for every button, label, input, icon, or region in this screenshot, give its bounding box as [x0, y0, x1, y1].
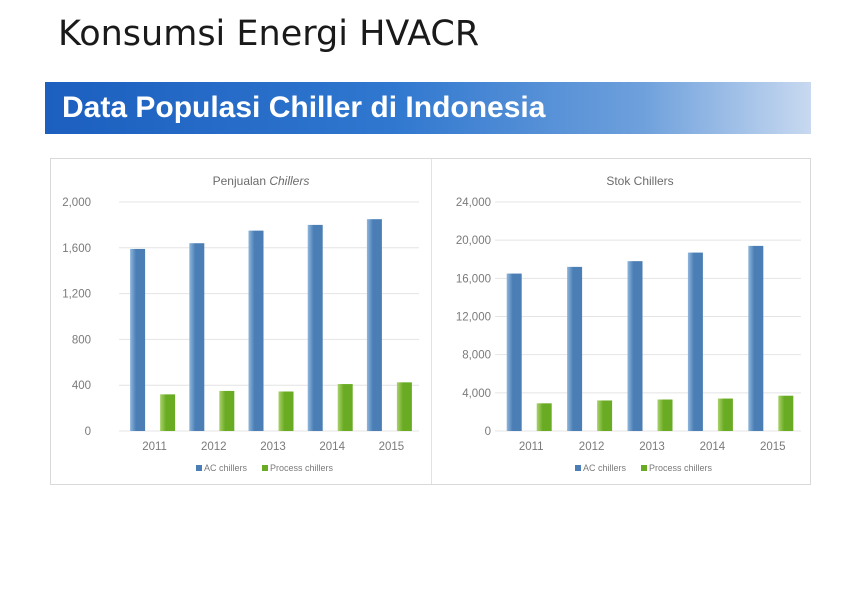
y-tick-label: 0: [485, 426, 491, 438]
y-tick-label: 1,200: [62, 289, 91, 301]
bar-ac-chillers: [567, 266, 583, 431]
chart-title: Penjualan Chillers: [213, 174, 310, 188]
x-tick-label: 2011: [142, 441, 167, 453]
y-tick-label: 1,600: [62, 243, 91, 255]
stock-chart: Stok Chillers 0 4,000 8,000 12,000 16,000 20,0…: [456, 174, 801, 473]
bar-process-chillers: [337, 384, 353, 431]
x-tick-label: 2012: [201, 441, 227, 453]
x-tick-label: 2012: [579, 441, 605, 453]
chart-title: Stok Chillers: [606, 174, 673, 188]
chart-title-part: Chillers: [269, 174, 309, 188]
y-tick-label: 0: [85, 426, 91, 438]
sales-chart: Penjualan Chillers 0 400 800 1,200 1,600 2,000…: [62, 174, 419, 473]
y-tick-label: 24,000: [456, 197, 491, 209]
y-tick-label: 8,000: [462, 350, 491, 362]
bar-ac-chillers: [248, 230, 264, 431]
bar-ac-chillers: [687, 252, 703, 431]
legend-label: Process chillers: [649, 463, 713, 473]
legend-swatch: [641, 465, 647, 471]
x-tick-label: 2011: [519, 441, 544, 453]
y-tick-label: 2,000: [62, 197, 91, 209]
bar-process-chillers: [717, 398, 733, 431]
slide-title: Konsumsi Energi HVACR: [58, 14, 480, 54]
charts-panel: Penjualan Chillers 0 400 800 1,200 1,600 2,000…: [50, 158, 811, 485]
bar-ac-chillers: [130, 248, 146, 431]
bar-ac-chillers: [748, 245, 764, 431]
x-tick-label: 2013: [260, 441, 286, 453]
section-banner: Data Populasi Chiller di Indonesia: [45, 82, 811, 134]
x-tick-label: 2013: [639, 441, 665, 453]
x-tick-label: 2015: [379, 441, 405, 453]
bar-process-chillers: [160, 394, 176, 431]
y-tick-label: 16,000: [456, 273, 491, 285]
y-tick-label: 800: [72, 334, 91, 346]
legend-label: AC chillers: [204, 463, 248, 473]
legend-swatch: [575, 465, 581, 471]
bar-process-chillers: [278, 391, 294, 431]
x-tick-label: 2015: [760, 441, 786, 453]
bar-ac-chillers: [366, 219, 382, 431]
legend-swatch: [262, 465, 268, 471]
x-tick-label: 2014: [700, 441, 726, 453]
banner-title: Data Populasi Chiller di Indonesia: [62, 91, 546, 124]
bar-process-chillers: [597, 400, 613, 431]
legend-label: AC chillers: [583, 463, 627, 473]
bar-process-chillers: [219, 390, 235, 431]
bar-ac-chillers: [189, 243, 205, 431]
y-tick-label: 4,000: [462, 388, 491, 400]
bar-process-chillers: [396, 382, 412, 431]
bar-ac-chillers: [627, 261, 643, 431]
bar-process-chillers: [536, 403, 552, 431]
legend-swatch: [196, 465, 202, 471]
x-tick-label: 2014: [319, 441, 345, 453]
chart-title-part: Stok Chillers: [606, 174, 673, 188]
bar-process-chillers: [778, 395, 794, 431]
y-tick-label: 20,000: [456, 235, 491, 247]
chart-divider: [431, 159, 432, 484]
chart-title-part: Penjualan: [213, 174, 270, 188]
bar-process-chillers: [657, 399, 673, 431]
legend-label: Process chillers: [270, 463, 334, 473]
y-tick-label: 12,000: [456, 312, 491, 324]
bar-ac-chillers: [506, 273, 522, 431]
bar-ac-chillers: [307, 224, 323, 431]
y-tick-label: 400: [72, 380, 91, 392]
